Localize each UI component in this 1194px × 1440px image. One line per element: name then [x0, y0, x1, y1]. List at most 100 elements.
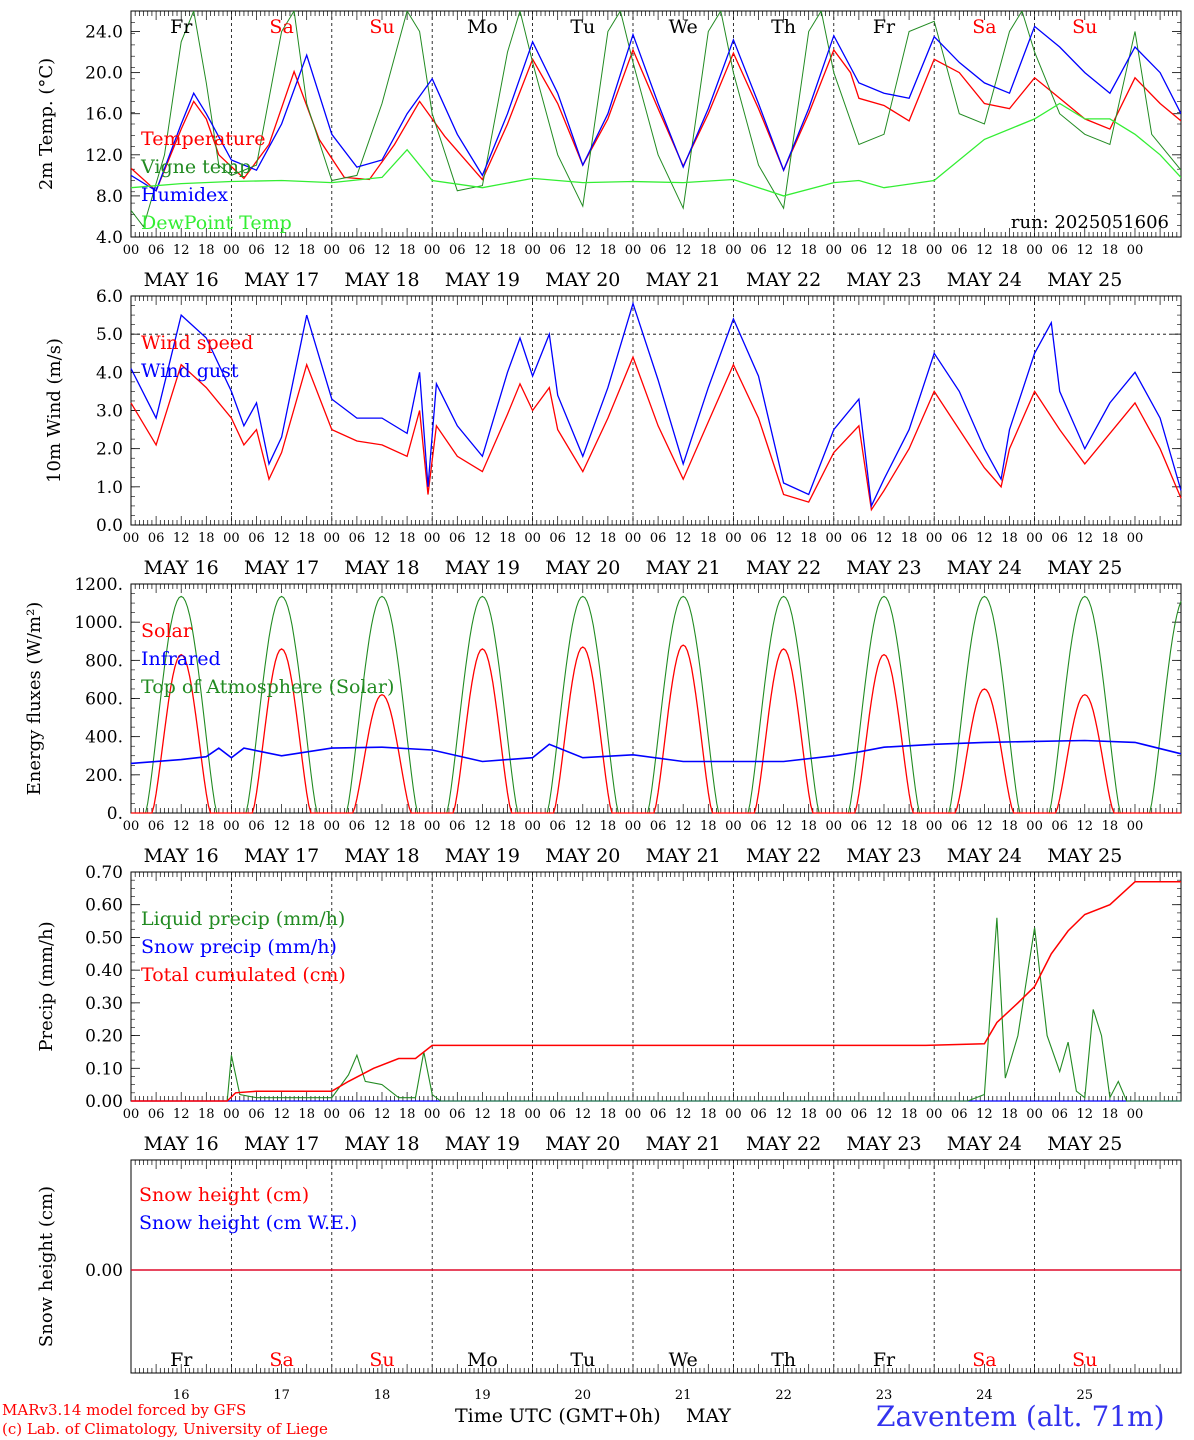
day-name: We: [669, 16, 698, 38]
x-tick-label: 06: [851, 1107, 868, 1122]
x-tick-label: 06: [148, 1107, 165, 1122]
x-tick-label: 00: [223, 531, 240, 546]
legend-entry: Liquid precip (mm/h): [141, 908, 345, 930]
x-tick-label: 00: [223, 243, 240, 258]
date-label: MAY 18: [344, 557, 419, 579]
date-label: MAY 24: [947, 557, 1022, 579]
date-label: MAY 19: [445, 269, 520, 291]
x-tick-label: 00: [1026, 819, 1043, 834]
x-tick-label: 06: [148, 531, 165, 546]
y-tick-label: 4.0: [96, 228, 123, 248]
y-tick-label: 0.0: [96, 516, 123, 536]
x-tick-label: 12: [1077, 243, 1094, 258]
x-tick-label: 00: [926, 531, 943, 546]
x-tick-label: 06: [750, 1107, 767, 1122]
x-tick-label: 00: [223, 1107, 240, 1122]
x-tick-label: 06: [449, 819, 466, 834]
x-tick-label: 06: [650, 819, 667, 834]
x-tick-label: 18: [800, 1107, 817, 1122]
y-axis-label: Precip (mm/h): [36, 921, 57, 1051]
x-tick-label: 06: [549, 243, 566, 258]
x-tick-label: 12: [374, 819, 391, 834]
x-tick-label: 06: [851, 819, 868, 834]
x-tick-label: 18: [1102, 819, 1119, 834]
x-tick-label: 00: [324, 1107, 341, 1122]
y-tick-label: 0.60: [85, 896, 123, 916]
y-tick-label: 0.40: [85, 961, 123, 981]
y-tick-label: 0.70: [85, 863, 123, 883]
date-label: MAY 17: [244, 557, 319, 579]
x-tick-label: 00: [725, 243, 742, 258]
date-label: MAY 25: [1047, 557, 1122, 579]
x-tick-label: 18: [1001, 819, 1018, 834]
x-tick-label: 06: [851, 243, 868, 258]
x-tick-label: 18: [1001, 243, 1018, 258]
x-tick-label: 06: [248, 243, 265, 258]
x-tick-label: 12: [675, 531, 692, 546]
legend-entry: Wind speed: [141, 332, 253, 354]
legend-entry: Wind gust: [141, 360, 239, 382]
date-label: MAY 23: [846, 269, 921, 291]
x-tick-label: 18: [600, 819, 617, 834]
x-tick-label: 18: [499, 819, 516, 834]
x-tick-label: 12: [1077, 531, 1094, 546]
x-tick-label: 18: [399, 531, 416, 546]
y-tick-label: 0.20: [85, 1027, 123, 1047]
date-label: MAY 21: [646, 1133, 721, 1155]
y-tick-label: 5.0: [96, 325, 123, 345]
x-tick-label: 06: [449, 243, 466, 258]
date-label: MAY 16: [144, 269, 219, 291]
date-label: MAY 18: [344, 1133, 419, 1155]
day-name: Su: [369, 16, 394, 38]
day-number: 23: [876, 1388, 893, 1403]
x-tick-label: 12: [876, 243, 893, 258]
x-tick-label: 06: [1051, 243, 1068, 258]
x-tick-label: 00: [625, 243, 642, 258]
x-tick-label: 06: [349, 1107, 366, 1122]
date-label: MAY 17: [244, 845, 319, 867]
x-tick-label: 00: [725, 531, 742, 546]
model-credit: MARv3.14 model forced by GFS: [2, 1401, 247, 1419]
x-tick-label: 06: [1051, 531, 1068, 546]
y-tick-label: 600.: [85, 690, 123, 710]
x-tick-label: 18: [298, 531, 315, 546]
x-tick-label: 18: [198, 243, 215, 258]
x-tick-label: 00: [1127, 531, 1144, 546]
y-tick-label: 3.0: [96, 402, 123, 422]
day-number: 19: [474, 1388, 491, 1403]
x-tick-label: 00: [1026, 531, 1043, 546]
x-tick-label: 00: [826, 1107, 843, 1122]
x-tick-label: 06: [248, 819, 265, 834]
x-tick-label: 12: [173, 243, 190, 258]
date-label: MAY 22: [746, 269, 821, 291]
x-tick-label: 18: [298, 819, 315, 834]
x-tick-label: 00: [123, 1107, 140, 1122]
x-tick-label: 12: [474, 531, 491, 546]
x-tick-label: 18: [499, 531, 516, 546]
x-tick-label: 12: [976, 243, 993, 258]
x-tick-label: 00: [324, 531, 341, 546]
x-tick-label: 12: [374, 531, 391, 546]
x-tick-label: 18: [399, 1107, 416, 1122]
day-name: Th: [771, 1349, 796, 1371]
x-tick-label: 00: [1026, 1107, 1043, 1122]
x-tick-label: 12: [575, 819, 592, 834]
temp-series: [131, 11, 1181, 228]
y-tick-label: 200.: [85, 766, 123, 786]
x-tick-label: 18: [298, 1107, 315, 1122]
x-tick-label: 00: [926, 1107, 943, 1122]
date-label: MAY 17: [244, 1133, 319, 1155]
x-tick-label: 06: [148, 819, 165, 834]
x-tick-label: 12: [976, 819, 993, 834]
date-label: MAY 23: [846, 557, 921, 579]
x-tick-label: 12: [876, 819, 893, 834]
day-name: Fr: [873, 16, 896, 38]
day-number: 18: [374, 1388, 391, 1403]
x-tick-label: 18: [1102, 531, 1119, 546]
x-tick-label: 18: [901, 531, 918, 546]
x-tick-label: 00: [524, 531, 541, 546]
x-tick-label: 00: [524, 243, 541, 258]
date-label: MAY 16: [144, 557, 219, 579]
x-tick-label: 06: [650, 1107, 667, 1122]
